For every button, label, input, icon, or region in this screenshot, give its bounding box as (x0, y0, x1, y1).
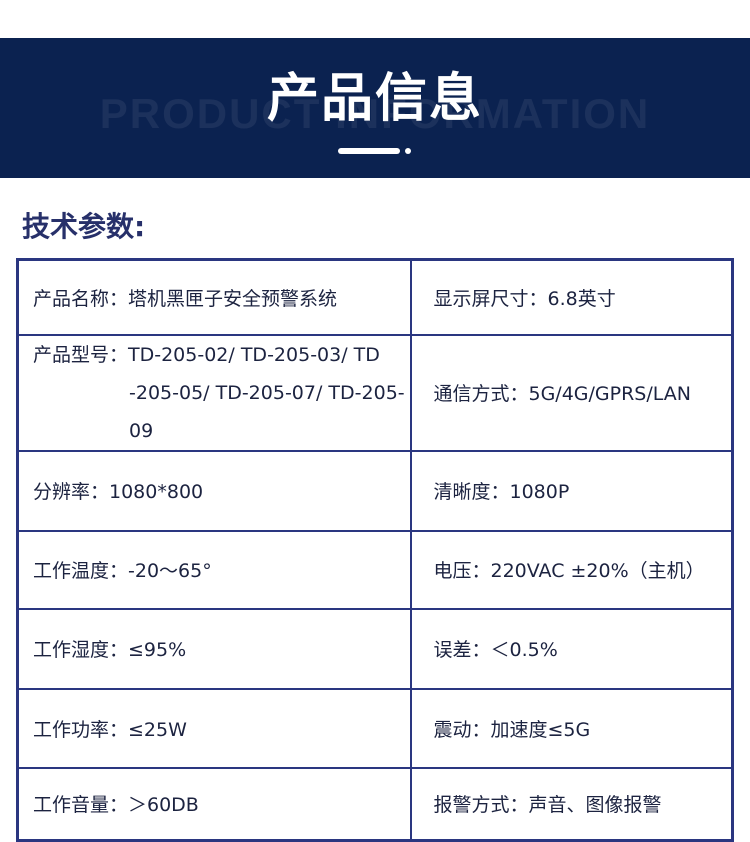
spec-cell: 误差：＜0.5% (409, 607, 734, 690)
spec-cell: 产品型号：TD-205-02/ TD-205-03/ TD -205-05/ T… (16, 333, 412, 452)
spec-cell: 电压：220VAC ±20%（主机） (409, 529, 734, 610)
spec-cell: 工作音量：＞60DB (16, 766, 412, 842)
table-row: 工作湿度：≤95% 误差：＜0.5% (16, 607, 734, 690)
spec-cell: 清晰度：1080P (409, 449, 734, 532)
table-row: 工作音量：＞60DB 报警方式：声音、图像报警 (16, 766, 734, 842)
page-title: 产品信息 (266, 69, 483, 129)
header-banner: PRODUCT INFORMATION 产品信息 (0, 38, 750, 178)
spec-cell: 报警方式：声音、图像报警 (409, 766, 734, 842)
spec-cell: 通信方式：5G/4G/GPRS/LAN (409, 333, 734, 452)
spec-cell: 震动：加速度≤5G (409, 687, 734, 769)
table-row: 分辨率：1080*800 清晰度：1080P (16, 449, 734, 532)
title-underline (338, 148, 400, 154)
spec-cell: 工作功率：≤25W (16, 687, 412, 769)
table-row: 工作功率：≤25W 震动：加速度≤5G (16, 687, 734, 769)
spec-cell: 产品名称：塔机黑匣子安全预警系统 (16, 258, 412, 336)
banner-watermark: PRODUCT INFORMATION (99, 90, 651, 137)
spec-cell: 工作湿度：≤95% (16, 607, 412, 690)
spec-table: 产品名称：塔机黑匣子安全预警系统 显示屏尺寸：6.8英寸 产品型号：TD-205… (16, 258, 734, 842)
title-underline-dot (405, 148, 411, 154)
table-row: 产品名称：塔机黑匣子安全预警系统 显示屏尺寸：6.8英寸 (16, 258, 734, 336)
table-row: 工作温度：-20～65° 电压：220VAC ±20%（主机） (16, 529, 734, 610)
spec-text: 产品型号：TD-205-02/ TD-205-03/ TD (33, 343, 380, 366)
section-title: 技术参数: (22, 210, 146, 243)
spec-text-continued: -205-05/ TD-205-07/ TD-205-09 (129, 381, 405, 442)
spec-cell: 显示屏尺寸：6.8英寸 (409, 258, 734, 336)
spec-cell: 工作温度：-20～65° (16, 529, 412, 610)
table-row: 产品型号：TD-205-02/ TD-205-03/ TD -205-05/ T… (16, 333, 734, 452)
spec-cell: 分辨率：1080*800 (16, 449, 412, 532)
